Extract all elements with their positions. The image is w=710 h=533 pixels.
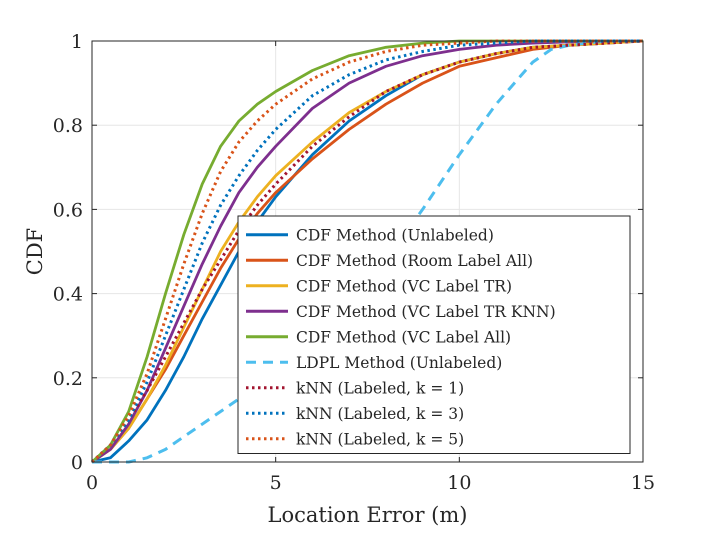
y-tick-label: 0.2 xyxy=(53,368,83,390)
x-tick-label: 0 xyxy=(86,472,98,494)
legend-label: kNN (Labeled, k = 5) xyxy=(296,430,464,448)
x-axis: 0 5 10 15 xyxy=(86,41,655,494)
legend-label: CDF Method (Room Label All) xyxy=(296,252,533,270)
legend-label: CDF Method (VC Label TR) xyxy=(296,277,512,295)
y-tick-label: 1 xyxy=(71,31,83,53)
axes-box xyxy=(91,40,644,463)
series-line-3 xyxy=(91,39,644,464)
legend: CDF Method (Unlabeled) CDF Method (Room L… xyxy=(237,215,631,454)
x-axis-label: Location Error (m) xyxy=(268,503,468,527)
y-tick-label: 0.8 xyxy=(53,115,83,137)
y-tick-label: 0.6 xyxy=(53,199,83,221)
legend-box xyxy=(237,215,631,454)
legend-label: kNN (Labeled, k = 1) xyxy=(296,379,464,397)
x-tick-label: 15 xyxy=(631,472,655,494)
series-line-8 xyxy=(90,39,643,464)
legend-label: CDF Method (VC Label All) xyxy=(296,328,511,346)
x-tick-label: 10 xyxy=(447,472,471,494)
plot-lines xyxy=(90,39,644,464)
legend-label: kNN (Labeled, k = 3) xyxy=(296,405,464,423)
y-tick-label: 0.4 xyxy=(53,284,83,306)
series-line-4 xyxy=(91,39,643,464)
x-tick-label: 5 xyxy=(270,472,282,494)
y-axis-label: CDF xyxy=(23,228,47,275)
series-line-7 xyxy=(90,39,644,464)
y-tick-label: 0 xyxy=(71,452,83,474)
legend-label: LDPL Method (Unlabeled) xyxy=(296,354,502,372)
y-axis: 0 0.2 0.4 0.6 0.8 1 xyxy=(53,31,643,474)
legend-label: CDF Method (VC Label TR KNN) xyxy=(296,303,556,321)
legend-label: CDF Method (Unlabeled) xyxy=(296,226,494,244)
